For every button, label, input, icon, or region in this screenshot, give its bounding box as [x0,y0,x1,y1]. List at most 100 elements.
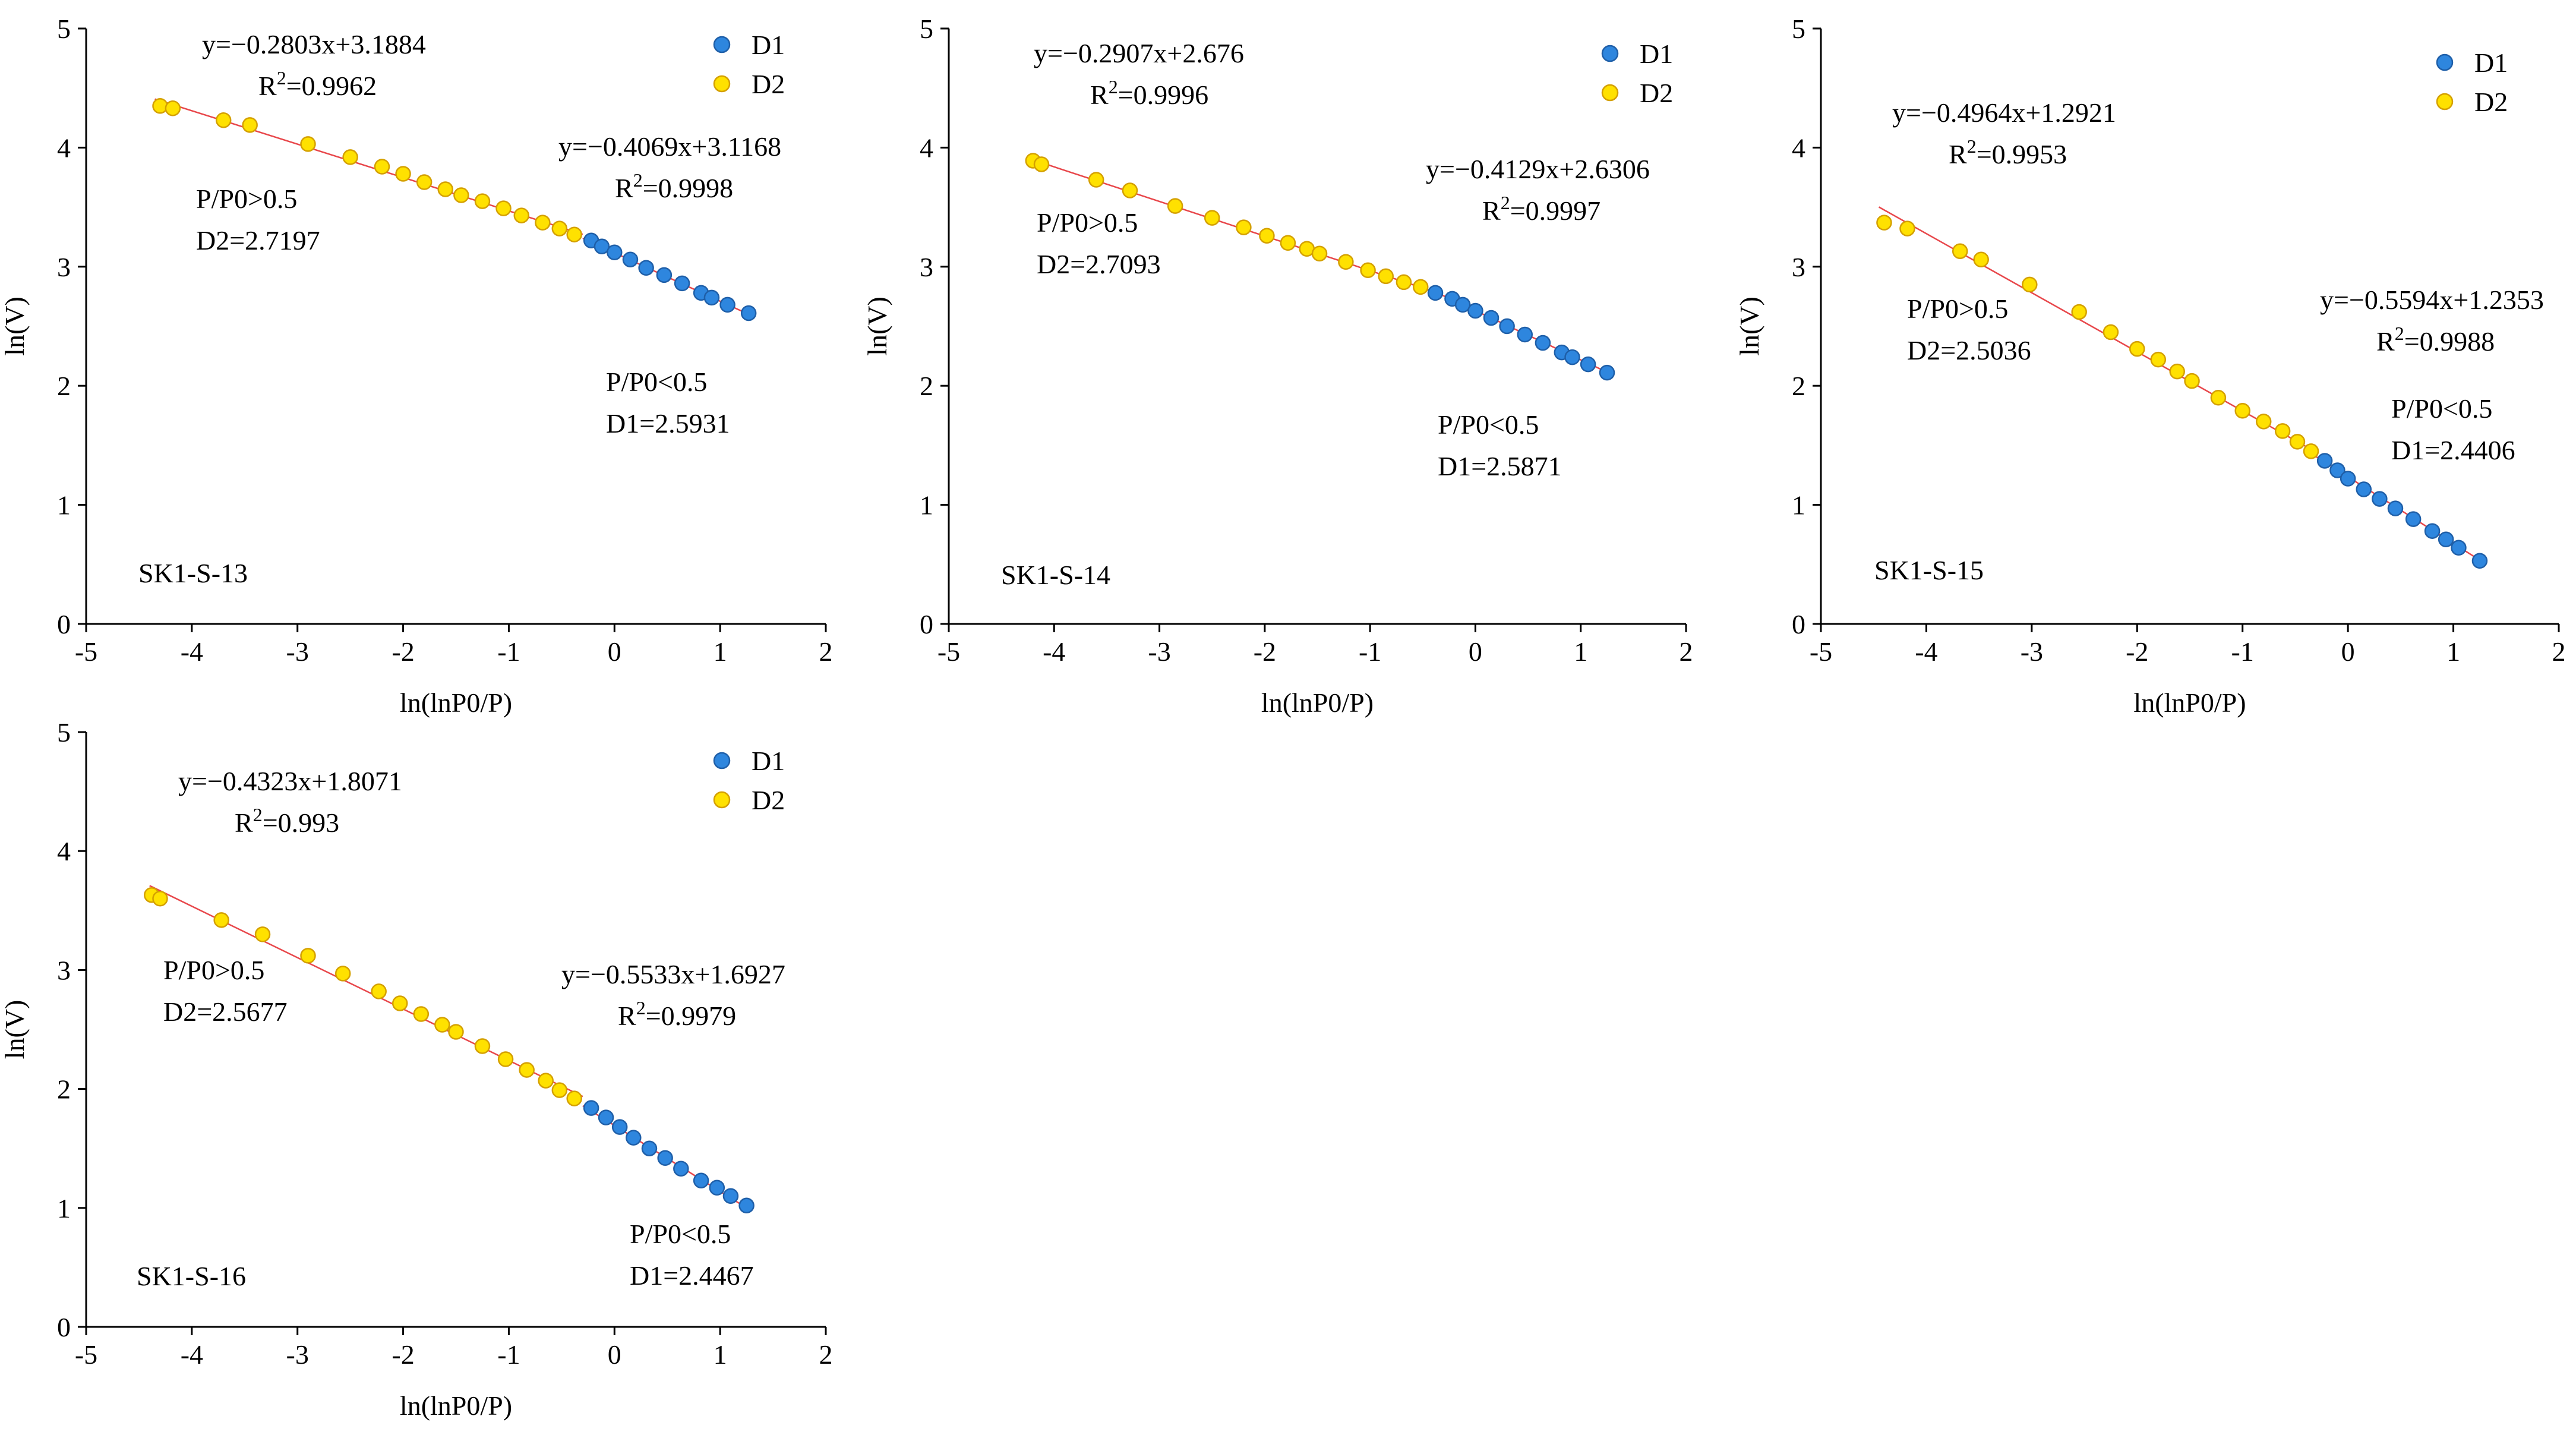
point-d2 [1360,262,1376,279]
point-d2 [566,1090,582,1106]
point-d2 [474,1038,491,1054]
chart-sk1-s-16: -5 -4 -3 -2 -1 0 1 2 0 1 2 3 4 5 ln(lnP0/P) ln(V) D1 D2 y=… [0,717,833,1421]
y-tick-label: 3 [57,252,71,282]
point-d1 [2356,481,2372,497]
x-tick-label: 0 [1469,636,1482,667]
x-axis-label: ln(lnP0/P) [1261,688,1374,718]
point-d2 [497,1051,514,1067]
point-d2 [1412,279,1429,295]
point-d2 [1204,210,1220,226]
point-d1 [1427,285,1444,301]
point-d1 [583,1100,599,1116]
x-tick-label: -2 [1254,636,1276,667]
fit-equation-1: y=−0.2907x+2.676 [1034,38,1244,68]
point-d2 [1259,228,1275,244]
point-d2 [474,193,491,209]
legend-label-d2: D2 [752,69,785,99]
chart-sk1-s-13: -5 -4 -3 -2 -1 0 1 2 0 1 2 3 4 5 ln(lnP0/P) ln(V) D1 D2 y=… [0,14,833,718]
x-tick-label: 1 [1574,636,1587,667]
point-d1 [641,1140,658,1156]
y-tick-label: 0 [57,609,71,639]
y-tick-label: 0 [1792,609,1805,639]
legend-marker-d2 [1601,84,1619,102]
x-tick-label: 1 [714,636,727,667]
point-d1 [1467,302,1483,319]
point-d2 [152,891,168,907]
x-tick-label: -3 [286,1339,309,1370]
point-d1 [1499,318,1515,335]
point-d1 [1564,349,1580,365]
chart-sk1-s-14: -5 -4 -3 -2 -1 0 1 2 0 1 2 3 4 5 ln(lnP0/P) ln(V) D1 D2 y=… [862,14,1693,718]
y-tick-label: 3 [57,955,71,985]
point-d2 [2255,414,2272,430]
point-d2 [1952,243,1968,259]
point-d1 [2372,491,2388,507]
point-d2 [1236,219,1252,235]
point-d1 [607,244,623,261]
point-d1 [2340,471,2356,487]
point-d2 [165,100,181,116]
x-tick-label: -1 [1359,636,1381,667]
fit-line-1 [1878,206,2317,453]
point-d2 [2103,324,2119,340]
point-d2 [2169,363,2185,380]
x-tick-label: -1 [497,636,520,667]
x-tick-label: -2 [2126,636,2148,667]
legend-label-d2: D2 [1640,78,1673,108]
point-d2 [437,181,453,197]
point-d1 [709,1180,725,1196]
x-tick-label: 0 [2341,636,2355,667]
legend-label-d1: D1 [752,30,785,60]
point-d2 [2234,403,2250,419]
point-d2 [2289,434,2306,450]
annotation-d1-condition: P/P0<0.5 [606,367,707,397]
x-tick-label: -2 [392,1339,414,1370]
legend-label-d1: D1 [1640,39,1673,69]
x-tick-label: 0 [608,636,621,667]
chart-sk1-s-15: -5 -4 -3 -2 -1 0 1 2 0 1 2 3 4 5 ln(lnP0/P) ln(V) D1 D2 y=… [1734,14,2566,718]
x-axis-label: ln(lnP0/P) [400,1390,512,1421]
point-d2 [1973,251,1989,268]
y-tick-label: 4 [57,836,71,866]
annotation-d2-condition: P/P0>0.5 [163,955,264,985]
annotation-d2-value: D2=2.5036 [1907,335,2031,365]
point-d2 [1899,220,1915,236]
point-d1 [2424,523,2441,539]
annotation-d2-condition: P/P0>0.5 [196,184,297,214]
annotation-d2-value: D2=2.5677 [163,996,288,1027]
fit-r2-2: R2=0.9998 [615,169,733,203]
fit-equation-2: y=−0.5594x+1.2353 [2320,285,2544,315]
y-tick-label: 4 [920,133,933,163]
point-d1 [2438,531,2454,547]
x-tick-label: -4 [181,636,203,667]
point-d2 [2150,351,2167,368]
x-tick-label: 1 [714,1339,727,1370]
point-d1 [2387,500,2404,516]
x-tick-label: 2 [819,1339,833,1370]
point-d2 [413,1006,430,1022]
point-d1 [2329,462,2345,478]
fit-r2-2: R2=0.9997 [1482,192,1600,226]
point-d2 [395,166,411,182]
point-d2 [1338,254,1354,270]
legend-marker-d1 [713,752,731,770]
point-d2 [566,226,582,242]
point-d2 [453,187,469,203]
point-d2 [551,1082,568,1098]
x-tick-label: 1 [2446,636,2460,667]
point-d1 [1599,364,1615,381]
x-tick-label: 2 [2552,636,2566,667]
legend-label-d1: D1 [2474,48,2508,78]
fit-equation-1: y=−0.4964x+1.2921 [1892,97,2116,128]
x-tick-label: -2 [392,636,414,667]
fit-equation-1: y=−0.2803x+3.1884 [202,29,426,59]
point-d2 [1378,268,1394,285]
point-d2 [392,995,408,1011]
y-tick-label: 4 [1792,133,1805,163]
point-d2 [2303,443,2319,459]
point-d1 [693,1172,709,1189]
point-d2 [1280,235,1296,251]
point-d2 [300,948,316,964]
y-axis-label: ln(V) [1734,297,1764,356]
point-d1 [722,1188,739,1204]
